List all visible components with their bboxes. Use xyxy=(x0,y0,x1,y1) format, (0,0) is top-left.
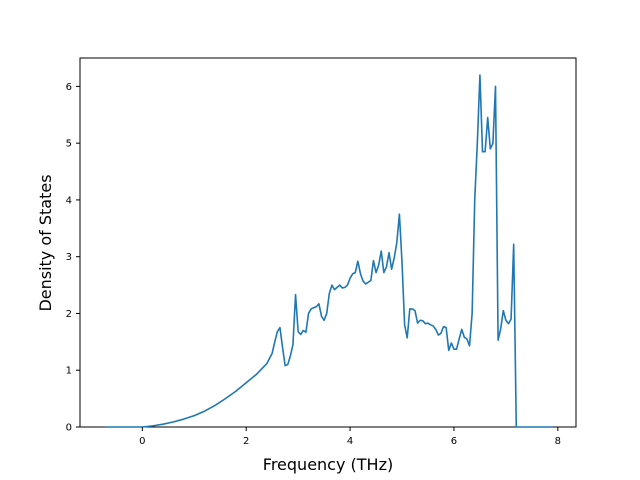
x-tick-label: 6 xyxy=(451,436,457,447)
y-tick-label: 4 xyxy=(66,195,72,206)
y-tick-label: 3 xyxy=(66,252,72,263)
y-tick-label: 6 xyxy=(66,82,72,93)
plot-area xyxy=(79,57,577,428)
y-tick-label: 0 xyxy=(66,423,72,434)
y-axis-label: Density of States xyxy=(36,174,55,311)
x-tick-label: 0 xyxy=(139,436,145,447)
series-line-0 xyxy=(104,74,553,428)
x-axis-ticks: 0 2 4 6 8 xyxy=(139,427,561,447)
series-layer xyxy=(104,74,553,428)
axes-frame xyxy=(79,57,577,428)
x-tick-label: 4 xyxy=(347,436,353,447)
x-tick-label: 2 xyxy=(243,436,249,447)
x-axis-label: Frequency (THz) xyxy=(263,455,393,474)
y-tick-label: 5 xyxy=(66,139,72,150)
y-axis-ticks: 0 1 2 3 4 5 6 xyxy=(66,82,80,434)
y-tick-label: 1 xyxy=(66,366,72,377)
x-tick-label: 8 xyxy=(555,436,561,447)
y-tick-label: 2 xyxy=(66,309,72,320)
